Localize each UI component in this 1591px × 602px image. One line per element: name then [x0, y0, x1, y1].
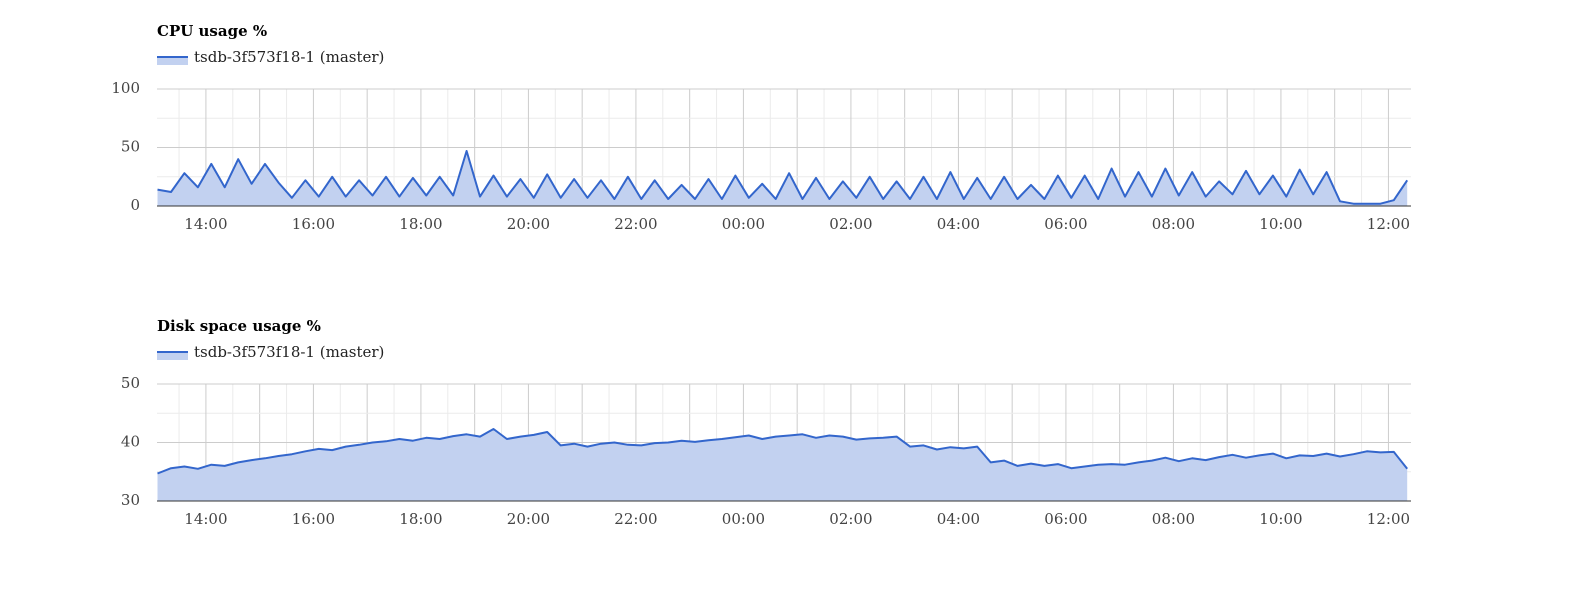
x-tick-label: 00:00	[722, 510, 765, 528]
y-tick-label: 0	[130, 196, 140, 214]
x-tick-label: 22:00	[614, 510, 657, 528]
x-tick-label: 16:00	[292, 215, 335, 233]
y-tick-label: 100	[111, 79, 140, 97]
x-tick-label: 18:00	[399, 510, 442, 528]
x-tick-label: 10:00	[1259, 215, 1302, 233]
x-tick-label: 20:00	[507, 215, 550, 233]
x-tick-label: 10:00	[1259, 510, 1302, 528]
x-tick-label: 06:00	[1044, 215, 1087, 233]
legend-label: tsdb-3f573f18-1 (master)	[194, 48, 384, 66]
x-tick-label: 20:00	[507, 510, 550, 528]
x-tick-label: 08:00	[1152, 510, 1195, 528]
series-line	[157, 150, 1409, 205]
y-tick-label: 50	[121, 374, 140, 392]
chart-title: CPU usage %	[157, 22, 267, 40]
x-tick-label: 18:00	[399, 215, 442, 233]
x-tick-label: 02:00	[829, 215, 872, 233]
x-tick-label: 14:00	[184, 215, 227, 233]
legend-swatch	[157, 351, 188, 360]
area-fill	[157, 151, 1408, 206]
x-tick-label: 00:00	[722, 215, 765, 233]
x-tick-label: 12:00	[1367, 215, 1410, 233]
y-tick-label: 30	[121, 491, 140, 509]
x-tick-label: 08:00	[1152, 215, 1195, 233]
x-tick-label: 04:00	[937, 215, 980, 233]
y-tick-label: 40	[121, 433, 140, 451]
x-tick-label: 02:00	[829, 510, 872, 528]
x-tick-label: 16:00	[292, 510, 335, 528]
legend-label: tsdb-3f573f18-1 (master)	[194, 343, 384, 361]
x-tick-label: 06:00	[1044, 510, 1087, 528]
area-fill	[157, 429, 1408, 501]
legend-swatch	[157, 56, 188, 65]
x-tick-label: 22:00	[614, 215, 657, 233]
series-line	[157, 428, 1408, 475]
x-tick-label: 14:00	[184, 510, 227, 528]
x-tick-label: 12:00	[1367, 510, 1410, 528]
chart-panel: CPU usage % 14:00 16:00 18:00 20:00 22:00 00:0…	[111, 22, 1411, 233]
y-tick-label: 50	[121, 138, 140, 156]
chart-panel: Disk space usage % 14:00 16:00 18:00 20:00 22…	[121, 317, 1411, 528]
x-tick-label: 04:00	[937, 510, 980, 528]
chart-title: Disk space usage %	[157, 317, 321, 335]
